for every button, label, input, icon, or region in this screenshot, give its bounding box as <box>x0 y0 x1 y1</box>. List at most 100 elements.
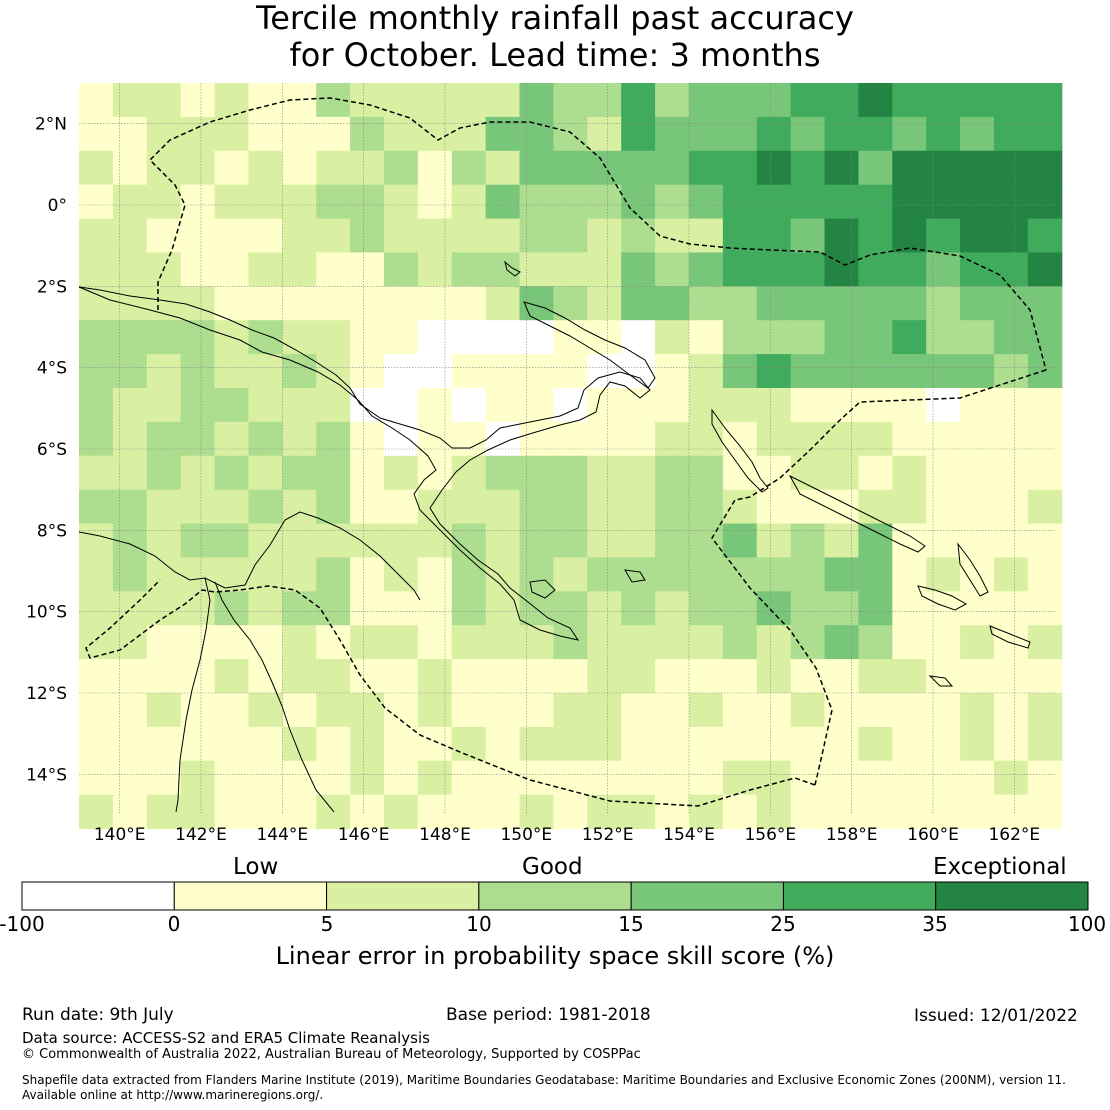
skill-cell <box>824 659 860 694</box>
skill-cell <box>892 421 927 457</box>
skill-cell <box>993 387 1029 423</box>
skill-cell <box>485 794 521 830</box>
latitude-tick-label: 2°S <box>37 277 67 297</box>
skill-cell <box>383 455 419 491</box>
skill-cell <box>180 286 216 321</box>
skill-cell <box>350 320 385 355</box>
skill-cell <box>621 218 656 254</box>
skill-cell <box>553 320 588 355</box>
skill-cell <box>248 794 283 830</box>
skill-cell <box>824 455 860 491</box>
skill-cell <box>892 218 927 254</box>
skill-cell <box>993 218 1029 254</box>
skill-cell <box>858 320 893 355</box>
skill-cell <box>316 286 351 321</box>
skill-cell <box>112 387 148 423</box>
skill-cell <box>553 116 588 152</box>
skill-cell <box>451 659 487 694</box>
skill-cell <box>282 252 317 287</box>
skill-cell <box>993 794 1029 830</box>
skill-cell <box>587 625 622 660</box>
skill-cell <box>485 625 521 660</box>
skill-cell <box>1027 489 1063 525</box>
skill-cell <box>824 184 860 220</box>
skill-cell <box>993 726 1029 762</box>
skill-cell <box>417 625 453 660</box>
skill-cell <box>790 421 826 457</box>
skill-cell <box>993 659 1029 694</box>
skill-cell <box>79 557 114 592</box>
skill-cell <box>790 252 826 287</box>
skill-cell <box>248 83 283 118</box>
south-new-guinea-coastline <box>78 511 421 601</box>
skill-cell <box>417 320 453 355</box>
skill-cell <box>993 523 1029 559</box>
skill-cell <box>688 354 724 389</box>
skill-cell <box>655 150 690 186</box>
skill-cell <box>960 354 995 389</box>
skill-cell <box>1027 286 1063 321</box>
skill-cell <box>587 489 622 525</box>
skill-cell <box>180 557 216 592</box>
skill-cell <box>960 320 995 355</box>
latitude-tick-label: 4°S <box>37 359 67 379</box>
skill-cell <box>824 523 860 559</box>
skill-cell <box>553 455 588 491</box>
skill-cell <box>756 591 792 626</box>
skill-cell <box>383 184 419 220</box>
skill-cell <box>688 83 724 118</box>
skill-cell <box>180 184 216 220</box>
skill-cell <box>621 252 656 287</box>
skill-cell <box>553 692 588 728</box>
skill-cell <box>383 320 419 355</box>
skill-cell <box>960 523 995 559</box>
skill-cell <box>485 591 521 626</box>
skill-cell <box>485 692 521 728</box>
skill-cell <box>722 354 758 389</box>
skill-cell <box>112 184 148 220</box>
skill-cell <box>824 692 860 728</box>
skill-cell <box>180 794 216 830</box>
skill-cell <box>858 354 893 389</box>
skill-cell <box>180 659 216 694</box>
skill-cell <box>282 659 317 694</box>
skill-cell <box>519 83 555 118</box>
skill-cell <box>316 760 351 796</box>
skill-cell <box>451 591 487 626</box>
skill-cell <box>350 659 385 694</box>
skill-cell <box>417 692 453 728</box>
skill-cell <box>587 286 622 321</box>
skill-cell <box>926 421 961 457</box>
skill-cell <box>655 455 690 491</box>
skill-cell <box>655 794 690 830</box>
skill-cell <box>519 692 555 728</box>
skill-cell <box>722 794 758 830</box>
skill-cell <box>790 523 826 559</box>
colorbar-tick: 0 <box>167 912 181 936</box>
skill-cell <box>214 116 250 152</box>
skill-cell <box>417 387 453 423</box>
skill-cell <box>282 184 317 220</box>
skill-cell <box>655 218 690 254</box>
skill-cell <box>180 421 216 457</box>
skill-cell <box>960 455 995 491</box>
colorbar-segment <box>630 881 784 911</box>
skill-cell <box>248 286 283 321</box>
skill-cell <box>587 760 622 796</box>
skill-cell <box>722 387 758 423</box>
skill-cell <box>180 489 216 525</box>
skill-cell <box>79 83 114 118</box>
skill-cell <box>926 692 961 728</box>
skill-cell <box>350 455 385 491</box>
issued-date: Issued: 12/01/2022 <box>914 1006 1078 1026</box>
skill-cell <box>451 455 487 491</box>
skill-cell <box>146 591 182 626</box>
skill-cell <box>350 760 385 796</box>
skill-cell <box>993 760 1029 796</box>
shapefile-credit-line1: Shapefile data extracted from Flanders M… <box>22 1073 1066 1087</box>
skill-cell <box>383 218 419 254</box>
skill-cell <box>655 489 690 525</box>
skill-cell <box>621 387 656 423</box>
